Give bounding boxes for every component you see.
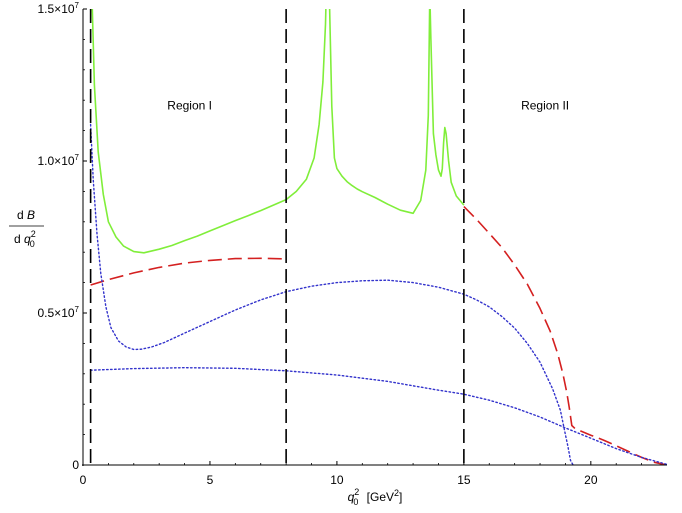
y-tick-label: 0.5×107 <box>38 305 80 320</box>
x-tick-label: 5 <box>207 473 214 487</box>
region-annotations: Region I Region II <box>167 98 569 112</box>
x-tick-label: 0 <box>80 473 87 487</box>
y-tick-label: 1.5×107 <box>38 1 80 16</box>
x-tick-label: 20 <box>584 473 598 487</box>
x-tick-label: 10 <box>330 473 344 487</box>
x-ticks: 0 5 10 15 20 <box>80 461 643 487</box>
x-axis-label: q2 0 [GeV2] <box>348 487 403 507</box>
y-tick-label: 1.0×107 <box>38 153 80 168</box>
svg-text:d B: d B <box>17 208 35 222</box>
region-boundaries <box>89 9 465 465</box>
series-line-4 <box>89 123 574 465</box>
y-tick-label: 0 <box>72 458 79 472</box>
y-ticks: 0 0.5×107 1.0×107 1.5×107 <box>38 1 87 472</box>
region-label-1: Region I <box>167 98 212 112</box>
series-line-3 <box>463 206 667 465</box>
svg-text:d q20: d q2 0 <box>14 229 36 249</box>
series-line-1 <box>91 9 465 254</box>
x-tick-label: 15 <box>457 473 471 487</box>
series-line-5 <box>89 367 667 465</box>
series-line-2 <box>90 257 287 286</box>
y-axis-label: d B d q2 0 <box>9 208 44 249</box>
chart-curves <box>89 9 667 465</box>
chart-axes <box>82 9 667 466</box>
region-label-2: Region II <box>521 98 569 112</box>
